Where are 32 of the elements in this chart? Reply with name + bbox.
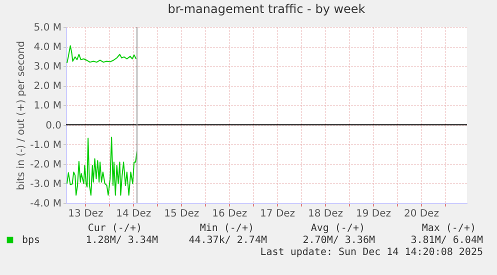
text: 3.81M/ 6.04M xyxy=(410,235,483,246)
text: Min (-/+) xyxy=(200,223,254,234)
text: 44.37k/ 2.74M xyxy=(188,235,267,246)
text: Avg (-/+) xyxy=(310,223,365,234)
y-tick-label: 1.0 M xyxy=(34,100,62,112)
y-tick-label: 2.0 M xyxy=(34,81,62,92)
line-series xyxy=(66,45,137,64)
x-tick-label: 14 Dez xyxy=(116,208,152,220)
y-tick-label: -4.0 M xyxy=(30,198,62,210)
line-series xyxy=(66,136,138,196)
x-tick-label: 15 Dez xyxy=(164,208,200,220)
legend-label: bps xyxy=(22,235,40,246)
x-tick-label: 20 Dez xyxy=(404,208,439,220)
y-tick-label: -3.0 M xyxy=(30,178,62,190)
x-tick-label: 16 Dez xyxy=(212,208,248,220)
chart-title: br-management traffic - by week xyxy=(168,2,366,16)
y-tick-label: -1.0 M xyxy=(30,140,62,151)
y-tick-label: -2.0 M xyxy=(30,159,62,170)
text: 2.70M/ 3.36M xyxy=(302,235,375,246)
x-tick-label: 18 Dez xyxy=(308,208,344,220)
x-tick-label: 17 Dez xyxy=(260,208,296,220)
text: Last update: Sun Dec 14 14:20:08 2025 xyxy=(260,247,483,258)
x-tick-label: 13 Dez xyxy=(68,208,104,220)
text: Cur (-/+) xyxy=(88,223,142,234)
y-tick-label: 4.0 M xyxy=(34,42,62,54)
y-tick-label: 3.0 M xyxy=(34,62,62,73)
y-axis-title: bits in (-) / out (+) per second xyxy=(16,40,28,190)
y-tick-label: 5.0 M xyxy=(34,22,62,34)
x-tick-label: 19 Dez xyxy=(356,208,391,220)
text: 1.28M/ 3.34M xyxy=(86,235,158,246)
y-tick-label: 0.0 xyxy=(46,120,62,132)
text: Max (-/+) xyxy=(422,223,476,234)
